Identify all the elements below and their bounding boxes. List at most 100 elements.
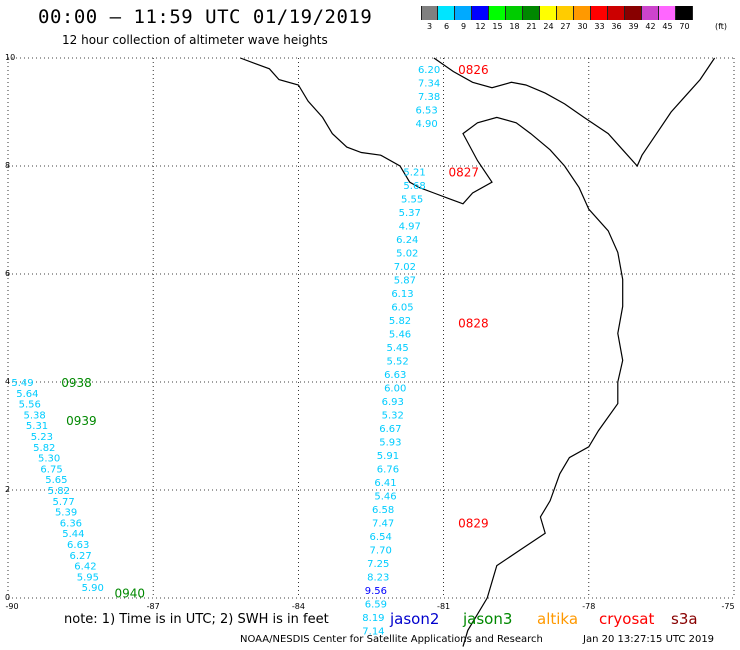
wave-height-label-0-32: 6.54 — [370, 532, 392, 543]
color-scale-swatch-3 — [472, 6, 489, 20]
coastline — [240, 57, 716, 647]
pass-time-label-0-2: 0828 — [458, 317, 489, 331]
wave-height-label-1-4: 5.31 — [26, 421, 48, 432]
footer-credit: NOAA/NESDIS Center for Satellite Applica… — [240, 634, 543, 645]
wave-height-label-0-38: 8.19 — [362, 613, 384, 624]
color-scale-label-2: 9 — [460, 22, 467, 31]
wave-height-label-1-0: 5.49 — [11, 378, 33, 389]
color-scale-label-11: 36 — [611, 22, 622, 31]
wave-height-label-0-2: 7.38 — [418, 92, 440, 103]
color-scale-label-13: 42 — [645, 22, 656, 31]
color-scale-label-6: 21 — [526, 22, 537, 31]
wave-height-label-0-27: 6.76 — [377, 464, 399, 475]
color-scale-unit: (ft) — [715, 22, 728, 31]
wave-height-label-1-19: 5.90 — [82, 583, 104, 594]
wave-height-label-0-28: 6.41 — [374, 478, 396, 489]
pass-time-label-0-1: 0827 — [448, 165, 479, 179]
y-tick-label-4: 8 — [5, 161, 11, 170]
color-scale-label-3: 12 — [475, 22, 486, 31]
satellite-legend-jason2: jason2 — [390, 610, 440, 628]
wave-height-label-0-15: 6.05 — [391, 302, 413, 313]
wave-height-label-1-8: 6.75 — [40, 464, 62, 475]
x-tick-label-1: -87 — [146, 602, 160, 611]
color-scale-bar — [421, 6, 693, 20]
color-scale-swatch-11 — [608, 6, 625, 20]
wave-height-label-0-6: 5.68 — [403, 181, 425, 192]
wave-height-label-0-13: 5.87 — [394, 275, 416, 286]
wave-height-label-1-2: 5.56 — [19, 400, 41, 411]
coastline-segment-0 — [240, 57, 624, 647]
pass-time-label-0-3: 0829 — [458, 516, 489, 530]
color-scale-label-4: 15 — [492, 22, 503, 31]
satellite-legend-altika: altika — [537, 610, 579, 628]
color-scale-label-1: 6 — [443, 22, 450, 31]
wave-height-label-1-1: 5.64 — [16, 389, 38, 400]
color-scale-swatch-1 — [438, 6, 455, 20]
wave-height-label-1-12: 5.39 — [55, 508, 77, 519]
wave-height-label-0-7: 5.55 — [401, 194, 423, 205]
y-tick-label-3: 6 — [5, 269, 11, 278]
wave-height-label-0-23: 5.32 — [382, 410, 404, 421]
pass-time-label-1-0: 0938 — [61, 376, 92, 390]
chart-title: 00:00 – 11:59 UTC 01/19/2019 — [38, 6, 373, 28]
wave-height-label-1-13: 6.36 — [60, 518, 82, 529]
color-scale-swatch-12 — [625, 6, 642, 20]
wave-height-label-0-22: 6.93 — [382, 397, 404, 408]
wave-height-label-1-14: 5.44 — [62, 529, 84, 540]
wave-height-label-0-0: 6.20 — [418, 65, 440, 76]
pass-time-label-0-0: 0826 — [458, 63, 489, 77]
wave-height-label-0-9: 4.97 — [399, 221, 421, 232]
color-scale-swatch-8 — [557, 6, 574, 20]
wave-height-label-0-26: 5.91 — [377, 451, 399, 462]
coastline-segment-1 — [433, 57, 716, 168]
color-scale-label-14: 45 — [662, 22, 673, 31]
wave-height-label-1-7: 5.30 — [38, 454, 60, 465]
x-tick-label-2: -84 — [291, 602, 305, 611]
wave-height-label-1-10: 5.82 — [48, 486, 70, 497]
wave-height-label-0-17: 5.46 — [389, 329, 411, 340]
wave-height-label-0-35: 8.23 — [367, 572, 389, 583]
wave-height-label-0-21: 6.00 — [384, 383, 406, 394]
color-scale-label-12: 39 — [628, 22, 639, 31]
wave-height-label-0-11: 5.02 — [396, 248, 418, 259]
wave-height-label-0-20: 6.63 — [384, 370, 406, 381]
color-scale-swatch-14 — [659, 6, 676, 20]
satellite-legend-jason3: jason3 — [463, 610, 513, 628]
color-scale-swatch-7 — [540, 6, 557, 20]
color-scale-swatch-5 — [506, 6, 523, 20]
color-scale-label-5: 18 — [509, 22, 520, 31]
wave-height-label-1-3: 5.38 — [23, 410, 45, 421]
satellite-legend-s3a: s3a — [671, 610, 698, 628]
wave-height-label-0-8: 5.37 — [399, 208, 421, 219]
wave-height-label-0-31: 7.47 — [372, 518, 394, 529]
color-scale-swatch-2 — [455, 6, 472, 20]
color-scale-swatch-10 — [591, 6, 608, 20]
wave-height-label-0-12: 7.02 — [394, 262, 416, 273]
x-tick-label-0: -90 — [5, 602, 19, 611]
pass-time-label-1-1: 0939 — [66, 414, 97, 428]
wave-height-label-1-15: 6.63 — [67, 540, 89, 551]
color-scale-label-0: 3 — [426, 22, 433, 31]
wave-height-label-0-16: 5.82 — [389, 316, 411, 327]
wave-height-label-0-18: 5.45 — [386, 343, 408, 354]
wave-height-label-1-6: 5.82 — [33, 443, 55, 454]
wave-height-label-0-33: 7.70 — [370, 545, 392, 556]
wave-height-label-0-37: 6.59 — [365, 599, 387, 610]
x-tick-label-5: -75 — [721, 602, 735, 611]
wave-height-label-1-16: 6.27 — [69, 551, 91, 562]
wave-height-label-0-19: 5.52 — [386, 356, 408, 367]
wave-height-label-0-29: 5.46 — [374, 491, 396, 502]
y-tick-label-2: 4 — [5, 377, 11, 386]
color-scale-swatch-6 — [523, 6, 540, 20]
wave-height-label-0-14: 6.13 — [391, 289, 413, 300]
wave-height-label-0-36: 9.56 — [365, 586, 387, 597]
altimeter-tracks: 6.20 7.34 7.38 6.53 4.90 5.21 5.68 5.55 5.37 4.97… — [11, 63, 488, 638]
wave-height-label-0-4: 4.90 — [416, 119, 438, 130]
color-scale-label-9: 30 — [577, 22, 588, 31]
color-scale-label-10: 33 — [594, 22, 605, 31]
wave-height-label-1-17: 6.42 — [74, 562, 96, 573]
color-scale-swatch-15 — [676, 6, 693, 20]
wave-height-label-1-18: 5.95 — [77, 572, 99, 583]
x-tick-label-4: -78 — [582, 602, 596, 611]
